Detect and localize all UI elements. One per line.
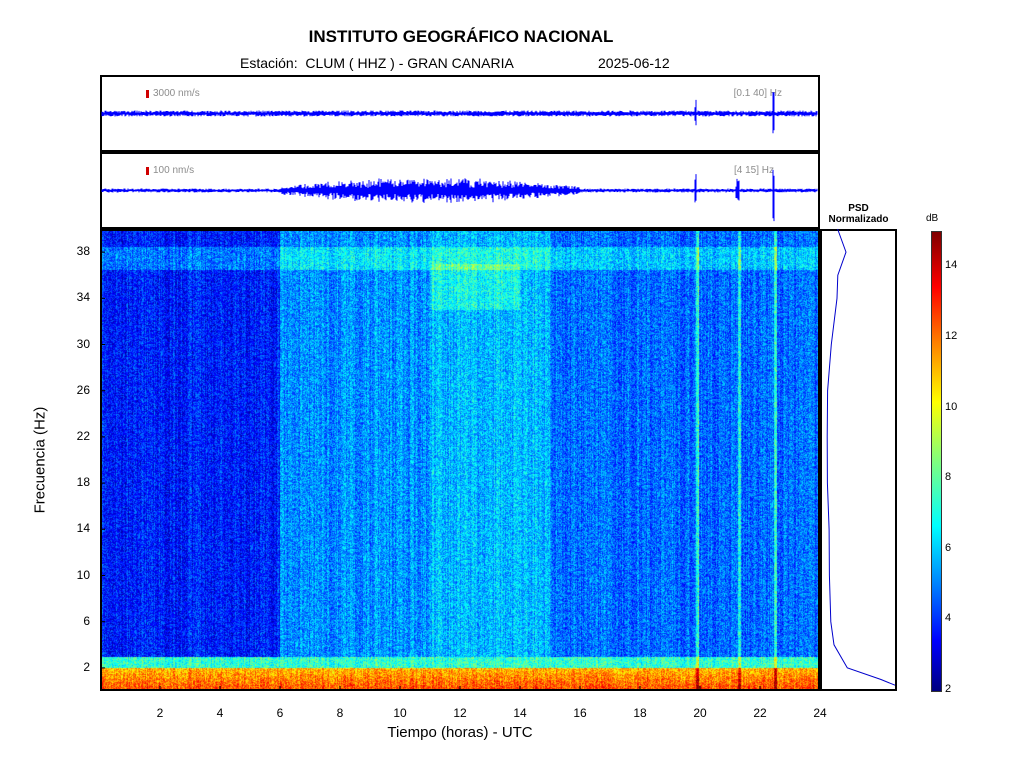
x-tick-label: 18 <box>633 706 647 720</box>
y-tick-label: 26 <box>76 382 90 397</box>
y-tick-label: 22 <box>76 428 90 443</box>
colorbar-tick-label: 8 <box>945 471 952 484</box>
chart-title: INSTITUTO GEOGRÁFICO NACIONAL <box>308 27 614 46</box>
y-tick-label: 2 <box>83 659 90 674</box>
psd-panel <box>820 229 897 691</box>
x-tick-label: 4 <box>216 706 224 720</box>
y-tick-label: 18 <box>76 475 90 490</box>
spectrogram-heatmap <box>100 229 820 691</box>
waveform-scale-label: 100 nm/s <box>153 165 195 176</box>
colorbar-tick-label: 4 <box>945 612 952 625</box>
y-tick-label: 38 <box>76 244 90 259</box>
waveform-trace-broadband <box>101 92 818 134</box>
station-subtitle: Estación: CLUM ( HHZ ) - GRAN CANARIA <box>240 55 514 71</box>
psd-title-line2: Normalizado <box>828 214 889 225</box>
colorbar-tick-label: 12 <box>945 329 958 342</box>
colorbar-unit: dB <box>926 213 939 224</box>
y-tick-label: 6 <box>83 613 90 628</box>
scale-bar-icon <box>146 167 149 175</box>
y-tick-label: 14 <box>76 521 90 536</box>
waveform-trace-filtered <box>101 169 818 222</box>
colorbar <box>931 231 942 692</box>
waveform-band-label: [4 15] Hz <box>733 165 774 176</box>
x-tick-label: 6 <box>276 706 284 720</box>
waveform-scale-label: 3000 nm/s <box>153 88 200 99</box>
y-tick-label: 34 <box>76 290 90 305</box>
psd-curve <box>826 228 896 686</box>
waveform-band-label: [0.1 40] Hz <box>733 88 782 99</box>
x-tick-label: 22 <box>753 706 767 720</box>
scale-bar-icon <box>146 90 149 98</box>
y-tick-label: 30 <box>76 336 90 351</box>
y-tick-label: 10 <box>76 567 90 582</box>
x-tick-label: 8 <box>336 706 344 720</box>
x-tick-label: 10 <box>393 706 407 720</box>
x-tick-label: 16 <box>573 706 587 720</box>
colorbar-tick-label: 10 <box>945 400 958 413</box>
colorbar-tick-label: 14 <box>945 259 958 272</box>
date-label: 2025-06-12 <box>598 55 670 71</box>
x-tick-label: 20 <box>693 706 707 720</box>
x-axis-label: Tiempo (horas) - UTC <box>387 724 533 741</box>
colorbar-tick-label: 2 <box>945 683 952 695</box>
x-tick-label: 14 <box>513 706 527 720</box>
colorbar-tick-label: 6 <box>945 541 952 554</box>
psd-title: PSD Normalizado <box>820 203 897 225</box>
psd-title-line1: PSD <box>848 203 869 214</box>
x-tick-label: 2 <box>156 706 164 720</box>
x-tick-label: 12 <box>453 706 467 720</box>
x-tick-label: 24 <box>813 706 827 720</box>
spectrogram-plot <box>100 229 820 691</box>
